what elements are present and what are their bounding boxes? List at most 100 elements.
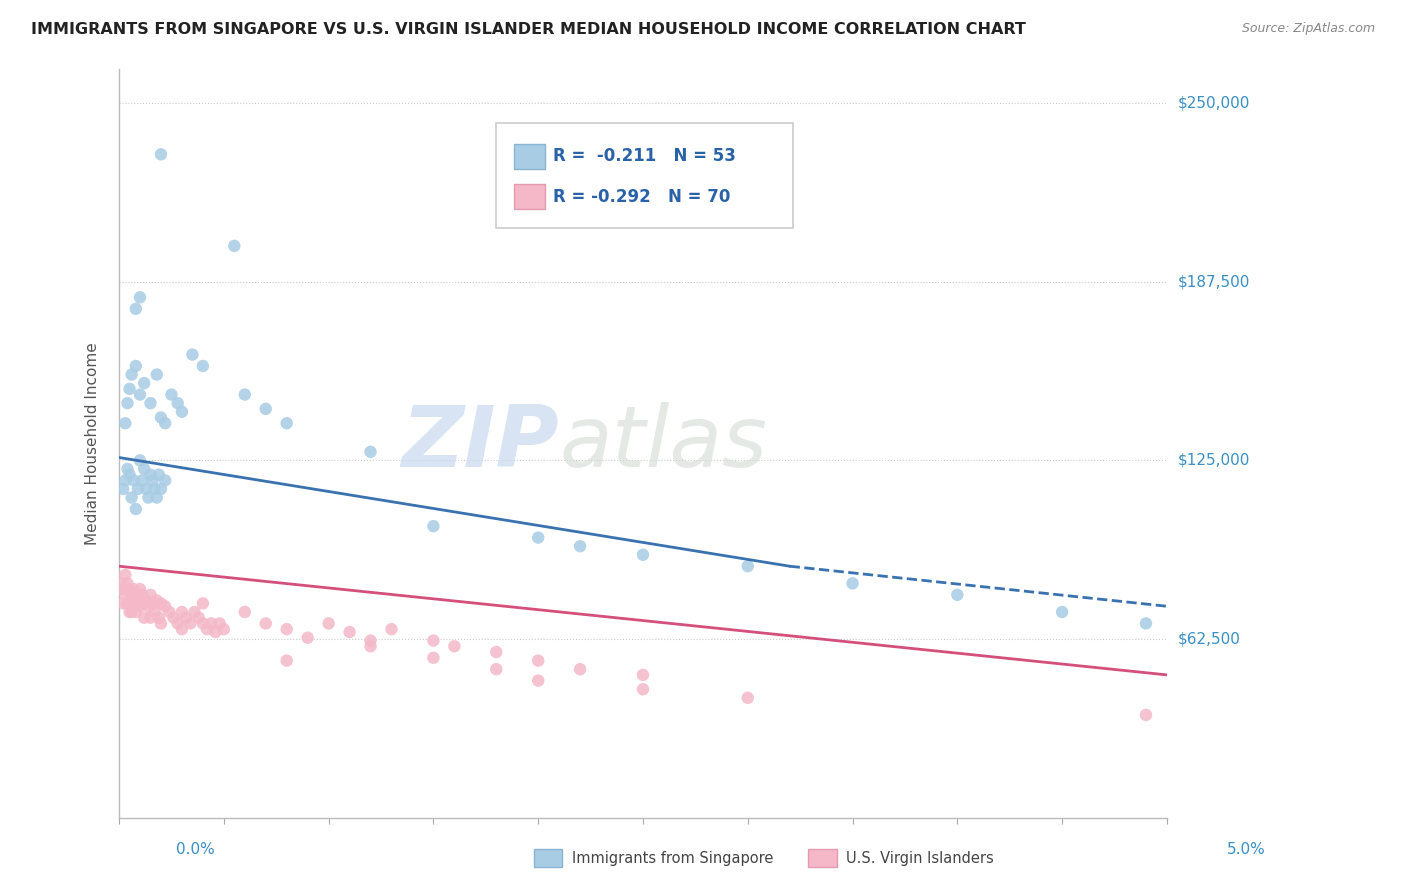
Point [631, 668, 654, 682]
Point [142, 596, 165, 610]
Point [149, 596, 172, 610]
Point [134, 610, 156, 624]
Point [380, 622, 402, 636]
Point [149, 410, 172, 425]
Point [191, 359, 214, 373]
Point [153, 474, 176, 488]
Point [121, 605, 143, 619]
Point [360, 640, 382, 654]
Point [149, 482, 172, 496]
Point [170, 622, 193, 636]
Point [485, 662, 508, 676]
Text: atlas: atlas [560, 401, 768, 484]
Point [157, 605, 180, 619]
Text: $250,000: $250,000 [1178, 95, 1250, 111]
Point [422, 650, 444, 665]
Point [110, 576, 132, 591]
Point [122, 582, 145, 596]
Point [569, 539, 592, 553]
Point [118, 582, 141, 596]
Point [143, 482, 166, 496]
Point [297, 631, 319, 645]
Point [118, 605, 141, 619]
Point [153, 416, 176, 430]
Point [737, 559, 759, 574]
Point [160, 387, 183, 401]
Point [134, 462, 156, 476]
Point [276, 416, 298, 430]
Point [179, 616, 201, 631]
Point [166, 396, 188, 410]
Point [114, 416, 136, 430]
Point [114, 567, 136, 582]
Point [170, 405, 193, 419]
Text: ZIP: ZIP [402, 401, 560, 484]
Point [143, 605, 166, 619]
Point [422, 519, 444, 533]
Point [174, 610, 197, 624]
Text: $187,500: $187,500 [1178, 274, 1250, 289]
Point [527, 531, 550, 545]
Point [631, 682, 654, 697]
Point [737, 690, 759, 705]
Point [125, 359, 148, 373]
Point [841, 576, 863, 591]
Point [631, 548, 654, 562]
Point [127, 482, 149, 496]
Point [125, 502, 148, 516]
Point [1135, 616, 1157, 631]
Point [181, 347, 204, 361]
Point [204, 625, 226, 640]
Point [129, 387, 152, 401]
Point [195, 622, 218, 636]
Point [134, 376, 156, 391]
Point [129, 290, 152, 304]
Text: Immigrants from Singapore: Immigrants from Singapore [572, 851, 773, 865]
Point [139, 467, 162, 482]
Point [121, 588, 143, 602]
Point [254, 616, 277, 631]
Point [138, 491, 160, 505]
Text: 0.0%: 0.0% [176, 842, 215, 856]
Point [138, 599, 160, 614]
Text: R = -0.292   N = 70: R = -0.292 N = 70 [554, 188, 731, 206]
Point [422, 633, 444, 648]
Point [153, 599, 176, 614]
Point [121, 491, 143, 505]
Point [360, 445, 382, 459]
Point [121, 368, 143, 382]
Point [122, 474, 145, 488]
Point [148, 610, 170, 624]
Point [146, 491, 169, 505]
Point [208, 616, 231, 631]
Point [166, 616, 188, 631]
Point [114, 474, 136, 488]
Point [339, 625, 361, 640]
Point [117, 462, 139, 476]
Point [117, 596, 139, 610]
Text: 5.0%: 5.0% [1226, 842, 1265, 856]
Point [149, 147, 172, 161]
Point [112, 482, 135, 496]
Point [183, 605, 205, 619]
Point [127, 593, 149, 607]
Point [1135, 708, 1157, 723]
Point [117, 396, 139, 410]
Point [276, 654, 298, 668]
Point [212, 622, 235, 636]
Point [135, 593, 157, 607]
Point [443, 640, 465, 654]
Text: $62,500: $62,500 [1178, 632, 1241, 647]
Point [360, 633, 382, 648]
Point [134, 596, 156, 610]
Point [946, 588, 969, 602]
Text: $125,000: $125,000 [1178, 453, 1250, 468]
Point [122, 599, 145, 614]
Point [318, 616, 340, 631]
Point [200, 616, 222, 631]
Point [485, 645, 508, 659]
Point [142, 474, 165, 488]
Point [125, 588, 148, 602]
Point [131, 588, 153, 602]
Point [170, 605, 193, 619]
